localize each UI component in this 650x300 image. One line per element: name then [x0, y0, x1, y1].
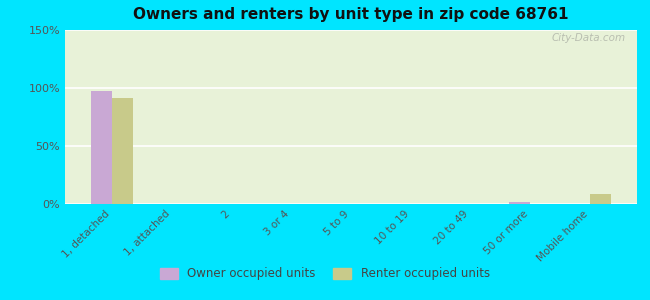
Bar	[91, 92, 112, 204]
Title: Owners and renters by unit type in zip code 68761: Owners and renters by unit type in zip c…	[133, 7, 569, 22]
Text: City-Data.com: City-Data.com	[551, 34, 625, 44]
Bar	[510, 202, 530, 204]
Bar	[590, 194, 611, 204]
Bar	[112, 98, 133, 204]
Legend: Owner occupied units, Renter occupied units: Owner occupied units, Renter occupied un…	[155, 263, 495, 285]
